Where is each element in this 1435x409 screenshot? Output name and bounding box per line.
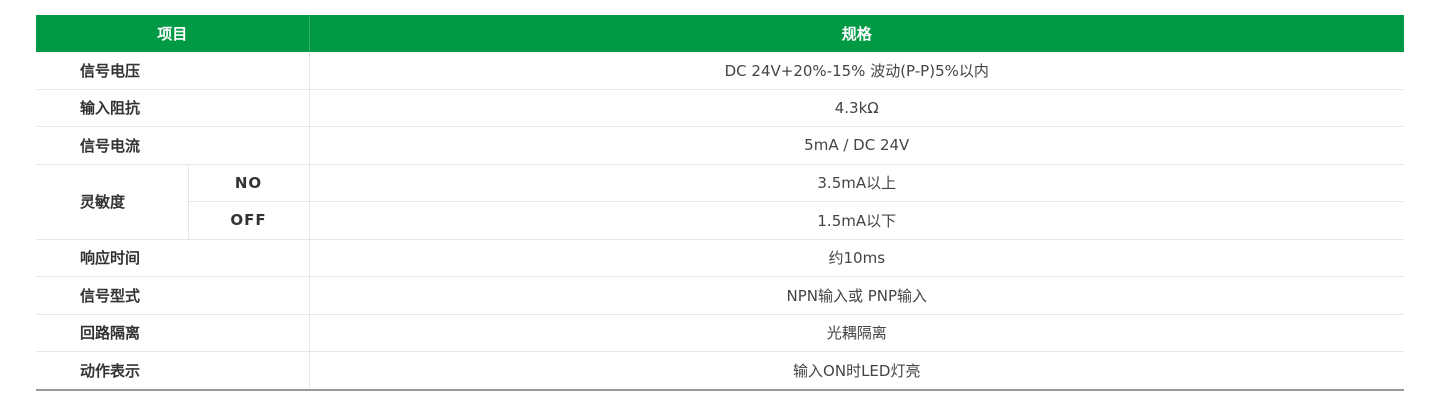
table-row: 响应时间 约10ms xyxy=(36,239,1404,277)
header-item: 项目 xyxy=(36,15,310,52)
row-value: NPN输入或 PNP输入 xyxy=(308,276,1404,315)
table-row: 灵敏度 NO 3.5mA以上 xyxy=(36,164,1404,240)
table-row: OFF 1.5mA以下 xyxy=(36,201,1404,240)
spec-table: 项目 规格 信号电压 DC 24V+20%-15% 波动(P-P)5%以内 输入… xyxy=(36,15,1404,391)
row-value: 5mA / DC 24V xyxy=(308,126,1404,165)
row-label: 信号电压 xyxy=(36,52,310,90)
table-header: 项目 规格 xyxy=(36,15,1404,52)
table-row: 信号电流 5mA / DC 24V xyxy=(36,126,1404,165)
table-row: 信号型式 NPN输入或 PNP输入 xyxy=(36,276,1404,315)
sub-label: NO xyxy=(187,164,310,202)
row-label: 信号型式 xyxy=(36,276,310,315)
table-row: 信号电压 DC 24V+20%-15% 波动(P-P)5%以内 xyxy=(36,52,1404,90)
row-value: DC 24V+20%-15% 波动(P-P)5%以内 xyxy=(308,52,1404,90)
row-value: 4.3kΩ xyxy=(308,89,1404,127)
row-value: 3.5mA以上 xyxy=(308,164,1404,202)
row-value: 光耦隔离 xyxy=(308,314,1404,352)
row-label: 信号电流 xyxy=(36,126,310,165)
table-row: 输入阻抗 4.3kΩ xyxy=(36,89,1404,127)
header-spec: 规格 xyxy=(309,15,1404,52)
sub-label: OFF xyxy=(187,201,310,240)
row-value: 1.5mA以下 xyxy=(308,201,1404,240)
row-label: 回路隔离 xyxy=(36,314,310,352)
row-label: 输入阻抗 xyxy=(36,89,310,127)
row-label: 灵敏度 xyxy=(36,164,188,240)
table-row: 动作表示 输入ON时LED灯亮 xyxy=(36,351,1404,391)
row-value: 输入ON时LED灯亮 xyxy=(308,351,1404,391)
row-label: 动作表示 xyxy=(36,351,310,391)
table-row: 回路隔离 光耦隔离 xyxy=(36,314,1404,352)
row-label: 响应时间 xyxy=(36,239,310,277)
row-value: 约10ms xyxy=(308,239,1404,277)
